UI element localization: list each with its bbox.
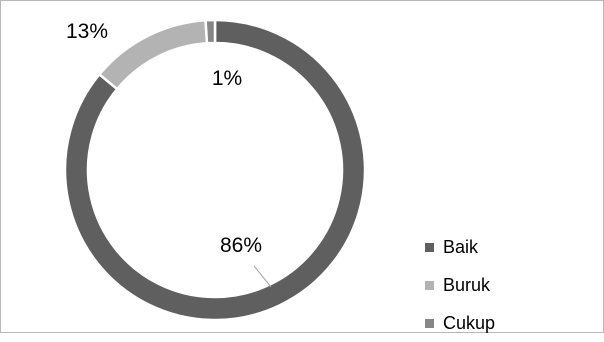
data-label-cukup: 1% (212, 67, 242, 90)
legend-swatch-cukup (425, 318, 434, 328)
donut-slice-buruk (97, 18, 209, 91)
chart-area: 86% 13% 1% Baik Buruk Cukup (0, 0, 604, 333)
legend-swatch-baik (425, 242, 434, 252)
donut-slice-baik (63, 18, 367, 322)
legend-item-cukup: Cukup (425, 304, 495, 342)
donut-slice-cukup (204, 18, 217, 45)
legend-item-buruk: Buruk (425, 266, 495, 304)
legend-item-baik: Baik (425, 228, 495, 266)
data-label-leader-line (253, 265, 272, 288)
legend-label-cukup: Cukup (443, 312, 496, 333)
data-label-baik: 86% (220, 234, 262, 257)
legend-label-baik: Baik (443, 236, 479, 257)
legend-swatch-buruk (425, 280, 434, 290)
legend: Baik Buruk Cukup (425, 228, 495, 342)
legend-label-buruk: Buruk (443, 274, 491, 295)
data-label-buruk: 13% (66, 20, 108, 43)
donut-chart: 86% 13% 1% (63, 18, 367, 322)
